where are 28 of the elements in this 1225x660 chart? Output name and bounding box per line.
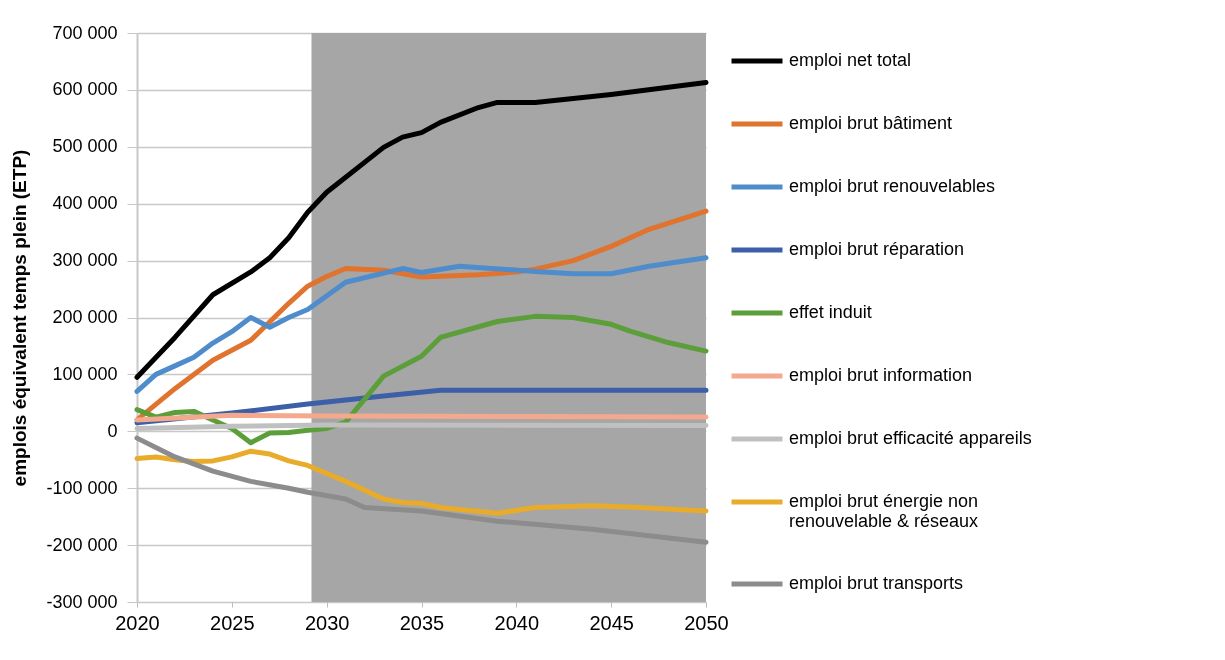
y-tick-label: 0 (107, 420, 118, 441)
y-tick-label: 200 000 (52, 307, 118, 327)
x-tick-label: 2025 (210, 611, 255, 634)
y-tick-label: 700 000 (52, 22, 118, 43)
y-tick-label: -100 000 (46, 477, 118, 498)
y-tick-label: 600 000 (52, 79, 118, 100)
x-tick-label: 2040 (494, 611, 540, 634)
x-tick-label: 2050 (684, 611, 729, 634)
legend-label: emploi brut information (789, 365, 973, 385)
legend-label: emploi brut efficacité appareils (789, 428, 1032, 448)
legend-label: emploi brut énergie non renouvelable & réseaux (789, 491, 979, 531)
x-tick-label: 2020 (115, 611, 160, 634)
legend-label: emploi net total (789, 50, 912, 70)
legend-label: emploi brut bâtiment (789, 113, 953, 133)
y-tick-label: -300 000 (46, 591, 118, 612)
y-tick-label: 500 000 (52, 136, 118, 157)
y-axis-title: emplois équivalent temps plein (ETP) (9, 149, 31, 487)
x-tick-label: 2035 (399, 611, 445, 634)
x-tick-label: 2045 (589, 611, 634, 634)
y-tick-label: 400 000 (52, 193, 118, 214)
y-tick-label: 300 000 (52, 250, 118, 271)
legend-label: emploi brut réparation (789, 239, 965, 259)
x-tick-label: 2030 (304, 611, 350, 634)
legend-label: emploi brut renouvelables (789, 176, 996, 196)
legend-label: emploi brut transports (789, 573, 964, 593)
y-tick-label: 100 000 (52, 363, 118, 384)
y-tick-label: -200 000 (46, 534, 118, 555)
legend-label: effet induit (789, 302, 872, 322)
